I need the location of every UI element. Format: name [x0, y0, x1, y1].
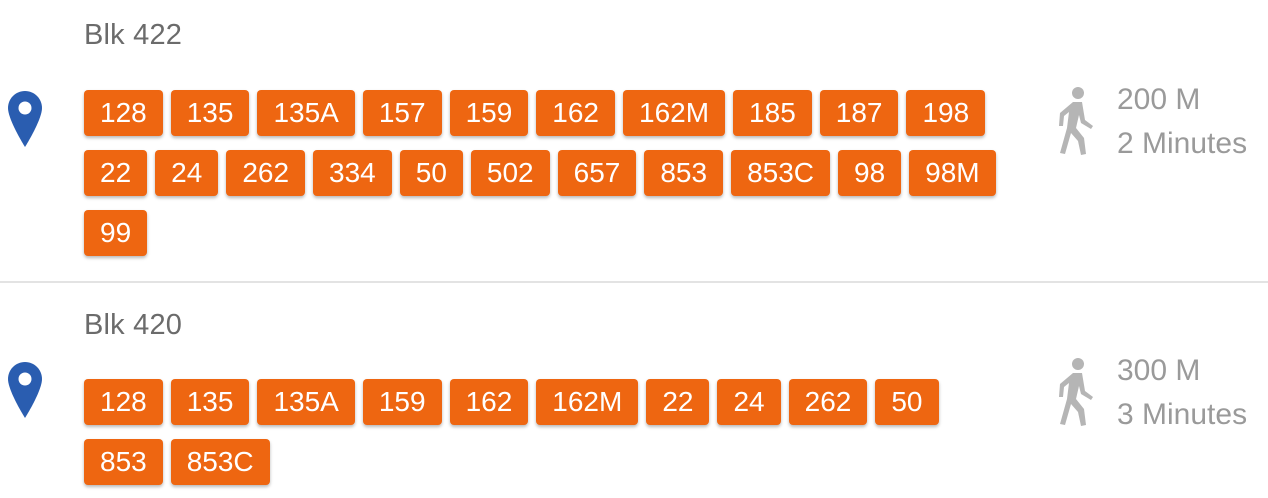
bus-service-chip[interactable]: 262: [226, 150, 306, 196]
bus-service-chip[interactable]: 135: [170, 90, 250, 136]
bus-service-chip[interactable]: 853C: [170, 439, 270, 485]
bus-services-list: 128 135 135A 159 162 162M 22 24 262 50 853 853C: [84, 379, 1014, 485]
bus-service-chip[interactable]: 50: [399, 150, 463, 196]
bus-service-chip[interactable]: 157: [362, 90, 442, 136]
walk-distance: 200 M: [1117, 83, 1201, 116]
bus-service-chip[interactable]: 853: [84, 439, 163, 485]
bus-service-chip[interactable]: 22: [84, 150, 148, 196]
bus-service-chip[interactable]: 853: [644, 150, 724, 196]
bus-stop-card[interactable]: Blk 422 128 135 135A 157 159 162 162M 185 187 198…: [0, 0, 1268, 283]
bus-service-chip[interactable]: 162: [449, 379, 529, 425]
bus-service-chip[interactable]: 22: [646, 379, 710, 425]
bus-service-chip[interactable]: 50: [875, 379, 939, 425]
bus-service-chip[interactable]: 162M: [536, 379, 639, 425]
bus-service-chip[interactable]: 185: [733, 90, 812, 136]
bus-service-chip[interactable]: 98M: [909, 150, 996, 196]
bus-service-chip[interactable]: 99: [84, 210, 148, 256]
walking-person-icon: [1059, 87, 1093, 155]
bus-service-chip[interactable]: 24: [717, 379, 781, 425]
stop-name: Blk 420: [84, 309, 183, 341]
bus-service-chip[interactable]: 657: [557, 150, 637, 196]
bus-service-chip[interactable]: 135A: [257, 379, 355, 425]
walk-distance: 300 M: [1117, 354, 1201, 387]
bus-service-chip[interactable]: 98: [838, 150, 902, 196]
bus-service-chip[interactable]: 162M: [623, 90, 726, 136]
stop-name: Blk 422: [84, 19, 183, 51]
walk-time: 2 Minutes: [1117, 127, 1248, 160]
bus-service-chip[interactable]: 262: [788, 379, 868, 425]
bus-service-chip[interactable]: 128: [84, 379, 163, 425]
bus-service-chip[interactable]: 135A: [257, 90, 355, 136]
bus-service-chip[interactable]: 853C: [731, 150, 830, 196]
bus-service-chip[interactable]: 187: [819, 90, 899, 136]
map-pin-icon: [8, 91, 42, 147]
walk-info: 200 M 2 Minutes: [1117, 78, 1247, 166]
map-pin-icon: [8, 362, 42, 418]
bus-service-chip[interactable]: 162: [536, 90, 615, 136]
walking-person-icon: [1059, 358, 1093, 426]
bus-service-chip[interactable]: 135: [170, 379, 250, 425]
bus-stop-card[interactable]: Blk 420 128 135 135A 159 162 162M 22 24 262 50 853…: [0, 283, 1268, 498]
bus-service-chip[interactable]: 159: [449, 90, 529, 136]
bus-service-chip[interactable]: 159: [362, 379, 442, 425]
bus-service-chip[interactable]: 24: [155, 150, 219, 196]
bus-service-chip[interactable]: 198: [906, 90, 986, 136]
bus-service-chip[interactable]: 128: [84, 90, 163, 136]
bus-service-chip[interactable]: 334: [313, 150, 392, 196]
walk-time: 3 Minutes: [1117, 398, 1248, 431]
walk-info: 300 M 3 Minutes: [1117, 349, 1247, 437]
bus-service-chip[interactable]: 502: [470, 150, 550, 196]
bus-services-list: 128 135 135A 157 159 162 162M 185 187 198 22 24 262 3…: [84, 90, 1014, 256]
